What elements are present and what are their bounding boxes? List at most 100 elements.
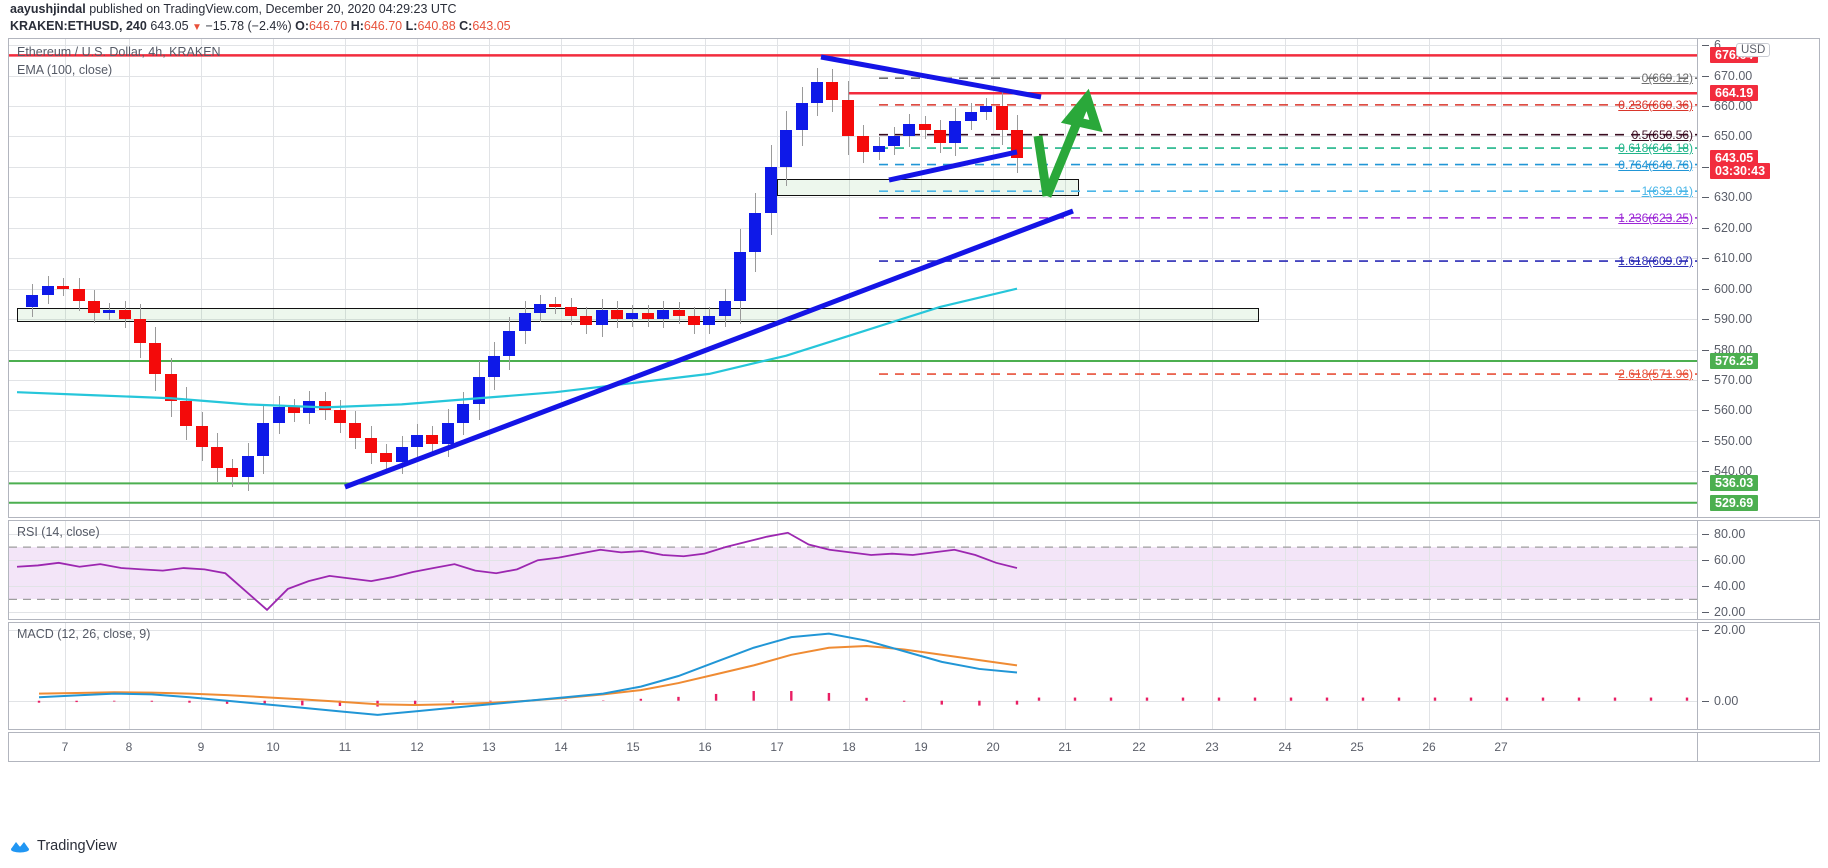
price-tick-14 — [1702, 471, 1709, 473]
price-tick-label-11: 570.00 — [1714, 372, 1753, 387]
candle-bullish — [703, 316, 715, 326]
macd-gridline-v — [129, 623, 130, 729]
gridline-h — [9, 197, 1697, 199]
price-plot-area[interactable]: 0(669.12) 0.236(660.36) 0.5(650.56) 0.618(6… — [9, 39, 1697, 517]
macd-gridline-v — [273, 623, 274, 729]
close-value: 643.05 — [472, 19, 511, 33]
gridline-v — [345, 39, 346, 517]
price-tick-label-14: 540.00 — [1714, 464, 1753, 479]
rsi-gridline-v — [705, 521, 706, 619]
tradingview-logo-icon — [10, 839, 30, 853]
tradingview-logo[interactable]: TradingView — [10, 838, 117, 854]
rsi-plot-area[interactable] — [9, 521, 1697, 619]
macd-pane[interactable]: MACD (12, 26, close, 9) 20.00 0.00 — [8, 622, 1820, 730]
price-down-arrow-icon: ▼ — [192, 22, 202, 33]
time-label-19: 19 — [914, 740, 928, 754]
candle-bullish — [103, 309, 115, 313]
candle-bullish — [903, 124, 915, 137]
rsi-axis[interactable]: 80.00 60.00 40.00 20.00 — [1697, 521, 1819, 619]
price-tick-3 — [1702, 136, 1709, 138]
rsi-gridline-v — [993, 521, 994, 619]
ema-legend: EMA (100, close) — [17, 63, 113, 77]
published-datetime: December 20, 2020 04:29:23 UTC — [265, 2, 457, 16]
price-pane[interactable]: Ethereum / U.S. Dollar, 4h, KRAKEN EMA (… — [8, 38, 1820, 518]
gridline-h — [9, 258, 1697, 260]
price-badge-643.05: 643.05 — [1710, 149, 1759, 166]
time-axis[interactable]: 7 8 9 10 11 12 13 14 15 16 17 18 19 20 21 22 23 24 25 26 27 — [8, 732, 1820, 762]
candle-bullish — [949, 121, 961, 143]
time-label-23: 23 — [1205, 740, 1219, 754]
gridline-v — [1501, 39, 1502, 517]
candle-bullish — [257, 422, 269, 457]
price-tick-label-1: 670.00 — [1714, 68, 1753, 83]
price-tick-2 — [1702, 105, 1709, 107]
rsi-pane[interactable]: RSI (14, close) 80.00 60.00 40.00 20.00 — [8, 520, 1820, 620]
author-name[interactable]: aayushjindal — [10, 2, 86, 16]
candle-bearish — [165, 373, 177, 402]
time-axis-labels: 7 8 9 10 11 12 13 14 15 16 17 18 19 20 21 22 23 24 25 26 27 — [9, 733, 1697, 761]
candle-bearish — [211, 446, 223, 469]
time-label-14: 14 — [554, 740, 568, 754]
macd-plot-area[interactable] — [9, 623, 1697, 729]
symbol-label[interactable]: KRAKEN:ETHUSD, 240 — [10, 19, 147, 33]
major-ascending-trendline — [344, 208, 1074, 490]
time-label-15: 15 — [626, 740, 640, 754]
macd-gridline-v — [633, 623, 634, 729]
price-tick-label-8: 600.00 — [1714, 281, 1753, 296]
ema-line-layer — [16, 287, 1018, 409]
macd-gridline-v — [1357, 623, 1358, 729]
rsi-tick-1 — [1702, 560, 1709, 562]
time-label-7: 7 — [61, 740, 69, 754]
price-tick-label-3: 650.00 — [1714, 129, 1753, 144]
candle-bullish — [780, 130, 792, 167]
gridline-v — [993, 39, 994, 517]
currency-badge[interactable]: USD — [1736, 43, 1771, 57]
candle-bearish — [119, 309, 131, 320]
price-tick-5 — [1702, 197, 1709, 199]
fib-label-6: 1.236(623.25) — [1618, 210, 1693, 225]
macd-gridline — [9, 630, 1697, 632]
candle-bullish — [457, 404, 469, 423]
candle-bearish — [349, 422, 361, 438]
gridline-v — [273, 39, 274, 517]
time-label-10: 10 — [266, 740, 280, 754]
rsi-gridline-v — [1212, 521, 1213, 619]
macd-pane-title: MACD (12, 26, close, 9) — [17, 627, 151, 641]
candle-bearish — [857, 136, 869, 152]
macd-gridline-v — [1139, 623, 1140, 729]
price-tick-1 — [1702, 75, 1709, 77]
gridline-v — [489, 39, 490, 517]
macd-gridline-v — [417, 623, 418, 729]
candle-bullish — [596, 309, 608, 326]
candle-bearish — [134, 319, 146, 344]
gridline-v — [777, 39, 778, 517]
rsi-gridline-v — [417, 521, 418, 619]
rsi-gridline — [9, 586, 1697, 588]
gridline-v — [849, 39, 850, 517]
rsi-gridline-v — [1429, 521, 1430, 619]
rsi-tick-3 — [1702, 612, 1709, 614]
open-value: 646.70 — [308, 19, 348, 33]
rsi-gridline-v — [1357, 521, 1358, 619]
candle-bearish — [88, 300, 100, 313]
gridline-v — [1139, 39, 1140, 517]
last-price: 643.05 — [150, 19, 189, 33]
candle-bullish — [719, 300, 731, 317]
price-tick-label-2: 660.00 — [1714, 98, 1753, 113]
rsi-gridline-v — [1139, 521, 1140, 619]
macd-axis[interactable]: 20.00 0.00 — [1697, 623, 1819, 729]
tradingview-logo-text: TradingView — [37, 838, 117, 854]
macd-gridline — [9, 700, 1697, 702]
price-badge-529.69: 529.69 — [1710, 494, 1759, 511]
price-tick-11 — [1702, 379, 1709, 381]
price-axis[interactable]: 6670.00660.00650.00640.00630.00620.00610… — [1697, 38, 1819, 517]
gridline-h — [9, 349, 1697, 351]
symbol-header: KRAKEN:ETHUSD, 240 643.05 ▼ −15.78 (−2.4… — [10, 19, 511, 33]
open-label: O: — [295, 19, 309, 33]
candle-bullish — [273, 407, 285, 423]
macd-gridline-v — [1501, 623, 1502, 729]
time-label-12: 12 — [410, 740, 424, 754]
published-text: published on TradingView.com, — [89, 2, 263, 16]
rsi-gridline-v — [65, 521, 66, 619]
gridline-v — [1285, 39, 1286, 517]
